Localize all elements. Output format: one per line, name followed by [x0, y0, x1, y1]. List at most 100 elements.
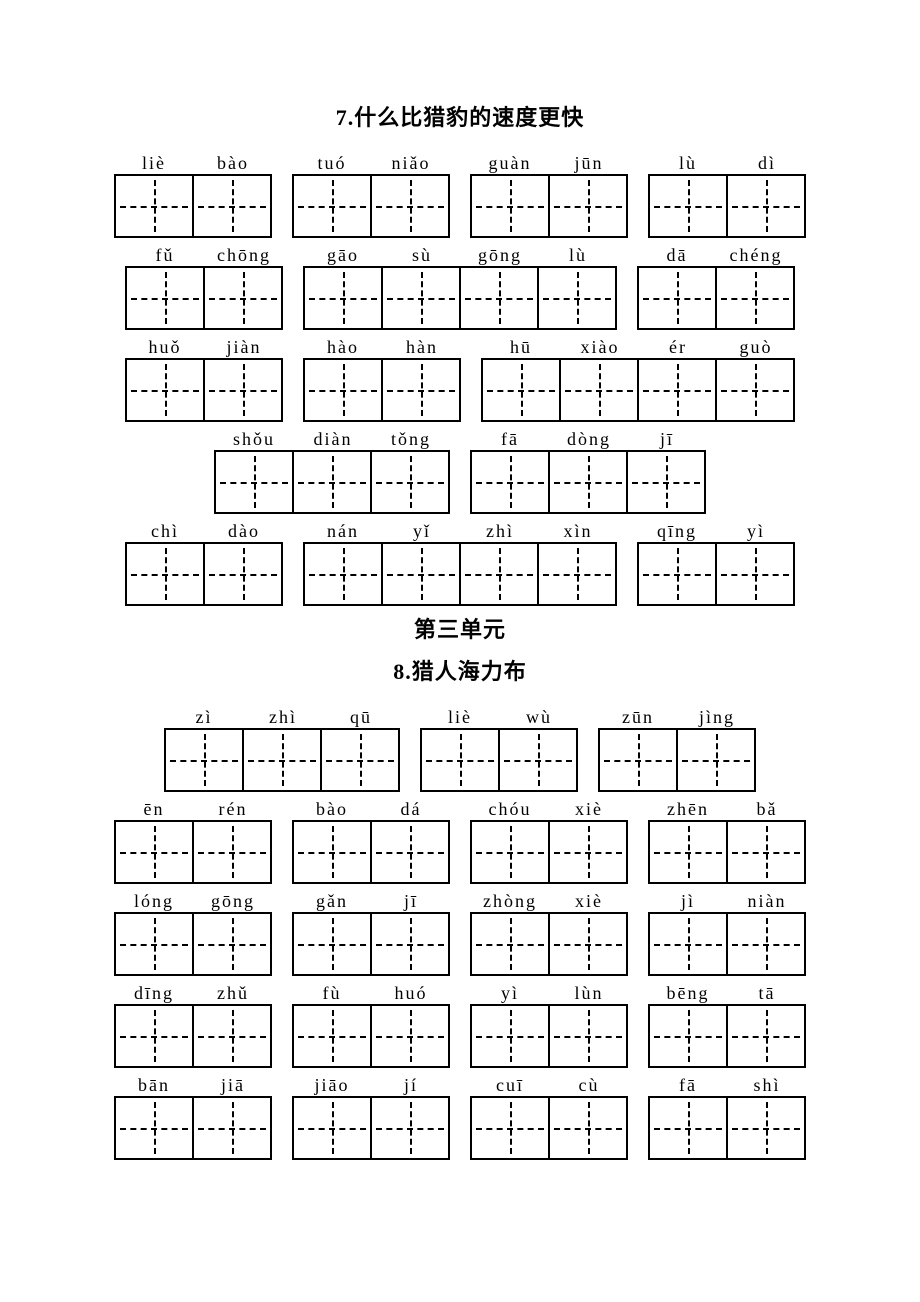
word-block: fù huó: [292, 982, 450, 1068]
pinyin-label: hào: [327, 336, 359, 358]
tian-zi-ge-box: [292, 1096, 372, 1160]
practice-row: shǒudiàntǒng fā dòng jī: [0, 428, 920, 514]
practice-row: chìdào nán yǐzhìxìnqīng yì: [0, 520, 920, 606]
tian-zi-ge-box: [203, 542, 283, 606]
tian-zi-ge-box: [370, 1096, 450, 1160]
tian-zi-ge-box: [459, 542, 539, 606]
word-block: gāosùgōnglù: [303, 244, 617, 330]
word-block: lièbào: [114, 152, 272, 238]
pinyin-label: guò: [740, 336, 773, 358]
tian-zi-ge-box: [320, 728, 400, 792]
char-cell: bēng: [648, 982, 728, 1068]
char-cell: dā: [637, 244, 717, 330]
tian-zi-ge-box: [114, 912, 194, 976]
char-cell: ēn: [114, 798, 194, 884]
word-block: zìzhìqū: [164, 706, 400, 792]
practice-row: zìzhìqūlièwùzūnjìng: [0, 706, 920, 792]
tian-zi-ge-box: [164, 728, 244, 792]
tian-zi-ge-box: [637, 266, 717, 330]
tian-zi-ge-box: [114, 174, 194, 238]
pinyin-label: hàn: [406, 336, 438, 358]
char-cell: niàn: [728, 890, 806, 976]
char-cell: jì: [648, 890, 728, 976]
tian-zi-ge-box: [292, 820, 372, 884]
pinyin-label: gōng: [211, 890, 255, 912]
pinyin-label: yì: [747, 520, 765, 542]
pinyin-label: dòng: [567, 428, 611, 450]
tian-zi-ge-box: [192, 1096, 272, 1160]
word-block: chìdào: [125, 520, 283, 606]
word-block: zhēnbǎ: [648, 798, 806, 884]
pinyin-label: gǎn: [316, 890, 348, 912]
tian-zi-ge-box: [114, 820, 194, 884]
char-cell: yì: [470, 982, 550, 1068]
char-cell: xiè: [550, 890, 628, 976]
char-cell: ér: [639, 336, 717, 422]
tian-zi-ge-box: [370, 450, 450, 514]
word-block: fā dòng jī: [470, 428, 706, 514]
tian-zi-ge-box: [303, 358, 383, 422]
pinyin-label: nán: [327, 520, 359, 542]
char-cell: jī: [372, 890, 450, 976]
tian-zi-ge-box: [637, 542, 717, 606]
pinyin-label: liè: [142, 152, 166, 174]
pinyin-label: huó: [395, 982, 428, 1004]
pinyin-label: jī: [404, 890, 418, 912]
pinyin-label: xiè: [575, 798, 603, 820]
tian-zi-ge-box: [626, 450, 706, 514]
tian-zi-ge-box: [548, 450, 628, 514]
char-cell: jiāo: [292, 1074, 372, 1160]
practice-row: huǒjiànhàohànhūxiàoérguò: [0, 336, 920, 422]
char-cell: tā: [728, 982, 806, 1068]
char-cell: zhì: [461, 520, 539, 606]
pinyin-label: wù: [526, 706, 552, 728]
char-cell: wù: [500, 706, 578, 792]
char-cell: huó: [372, 982, 450, 1068]
char-cell: chì: [125, 520, 205, 606]
tian-zi-ge-box: [637, 358, 717, 422]
tian-zi-ge-box: [470, 1004, 550, 1068]
word-block: dāchéng: [637, 244, 795, 330]
pinyin-label: fā: [501, 428, 519, 450]
char-cell: hàn: [383, 336, 461, 422]
pinyin-label: fù: [323, 982, 342, 1004]
pinyin-label: zhì: [269, 706, 297, 728]
word-block: tuóniǎo: [292, 152, 450, 238]
tian-zi-ge-box: [676, 728, 756, 792]
char-cell: chóu: [470, 798, 550, 884]
pinyin-label: zhòng: [483, 890, 537, 912]
pinyin-label: bēng: [667, 982, 710, 1004]
pinyin-label: huǒ: [149, 336, 182, 358]
word-block: shǒudiàntǒng: [214, 428, 450, 514]
word-block: yìlùn: [470, 982, 628, 1068]
char-cell: zhì: [244, 706, 322, 792]
pinyin-label: jī: [660, 428, 674, 450]
tian-zi-ge-box: [648, 912, 728, 976]
tian-zi-ge-box: [125, 542, 205, 606]
tian-zi-ge-box: [242, 728, 322, 792]
char-cell: fā: [470, 428, 550, 514]
word-block: fāshì: [648, 1074, 806, 1160]
char-cell: guàn: [470, 152, 550, 238]
char-cell: nán: [303, 520, 383, 606]
lesson-title: 8.猎人海力布: [0, 654, 920, 686]
char-cell: dì: [728, 152, 806, 238]
pinyin-label: lóng: [134, 890, 174, 912]
char-cell: jiàn: [205, 336, 283, 422]
pinyin-label: ēn: [144, 798, 165, 820]
char-cell: gōng: [461, 244, 539, 330]
word-block: cuīcù: [470, 1074, 628, 1160]
char-cell: yǐ: [383, 520, 461, 606]
char-cell: qīng: [637, 520, 717, 606]
tian-zi-ge-box: [598, 728, 678, 792]
char-cell: hū: [481, 336, 561, 422]
char-cell: bào: [292, 798, 372, 884]
char-cell: cù: [550, 1074, 628, 1160]
tian-zi-ge-box: [726, 1004, 806, 1068]
tian-zi-ge-box: [381, 542, 461, 606]
char-cell: xìn: [539, 520, 617, 606]
pinyin-label: shì: [753, 1074, 780, 1096]
char-cell: chōng: [205, 244, 283, 330]
tian-zi-ge-box: [114, 1096, 194, 1160]
pinyin-label: gōng: [478, 244, 522, 266]
